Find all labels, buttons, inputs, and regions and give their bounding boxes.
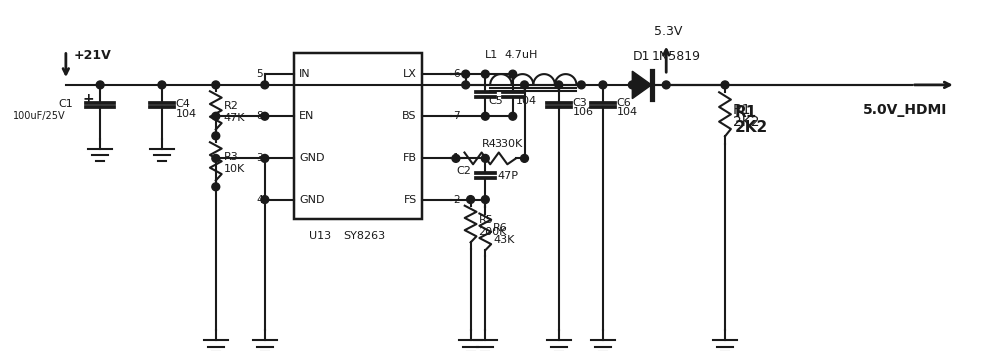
Circle shape <box>509 70 517 78</box>
Text: R2: R2 <box>224 102 239 111</box>
Circle shape <box>158 81 166 89</box>
Text: C3: C3 <box>573 98 587 108</box>
Text: GND: GND <box>299 153 325 163</box>
Text: 2K2: 2K2 <box>733 115 759 129</box>
Circle shape <box>96 81 104 89</box>
Circle shape <box>261 154 269 162</box>
Text: 7: 7 <box>453 111 460 121</box>
Text: BS: BS <box>402 111 417 121</box>
Text: 106: 106 <box>573 107 594 118</box>
Text: R5: R5 <box>478 215 493 225</box>
Text: 5: 5 <box>256 69 263 79</box>
Text: 1N5819: 1N5819 <box>652 50 701 63</box>
Text: LX: LX <box>403 69 417 79</box>
Text: 1: 1 <box>453 153 460 163</box>
Text: 47P: 47P <box>497 171 518 181</box>
Circle shape <box>481 196 489 203</box>
Text: 5.0V_HDMI: 5.0V_HDMI <box>863 103 947 116</box>
Text: R1: R1 <box>733 103 751 118</box>
Polygon shape <box>632 71 652 99</box>
Circle shape <box>467 196 475 203</box>
Text: 4: 4 <box>256 195 263 204</box>
Circle shape <box>462 81 470 89</box>
Text: C5: C5 <box>488 95 503 106</box>
Text: 5.3V: 5.3V <box>654 25 682 38</box>
Circle shape <box>521 154 528 162</box>
Text: 2K2: 2K2 <box>735 120 768 135</box>
Text: 2: 2 <box>453 195 460 204</box>
Text: C1: C1 <box>58 99 73 109</box>
Text: 4.7uH: 4.7uH <box>505 50 538 60</box>
Circle shape <box>212 154 220 162</box>
Text: 47K: 47K <box>224 113 245 123</box>
Text: 104: 104 <box>516 95 537 106</box>
Circle shape <box>721 81 729 89</box>
Text: R1: R1 <box>735 105 757 120</box>
Text: GND: GND <box>299 195 325 204</box>
Text: SY8263: SY8263 <box>343 231 385 241</box>
Circle shape <box>555 81 563 89</box>
Circle shape <box>212 81 220 89</box>
Circle shape <box>481 112 489 120</box>
Text: 100uF/25V: 100uF/25V <box>13 111 66 121</box>
Text: 200K: 200K <box>478 227 507 237</box>
Text: +21V: +21V <box>74 49 111 62</box>
Text: 104: 104 <box>176 109 197 119</box>
Circle shape <box>462 70 470 78</box>
Bar <box>294 53 422 219</box>
Circle shape <box>452 154 460 162</box>
Text: R6: R6 <box>493 223 508 233</box>
Text: U13: U13 <box>309 231 331 241</box>
Text: 43K: 43K <box>493 235 515 245</box>
Circle shape <box>261 112 269 120</box>
Text: +: + <box>83 92 94 105</box>
Circle shape <box>212 132 220 140</box>
Circle shape <box>509 112 517 120</box>
Text: 3: 3 <box>256 153 263 163</box>
Text: EN: EN <box>299 111 314 121</box>
Circle shape <box>212 183 220 191</box>
Circle shape <box>599 81 607 89</box>
Circle shape <box>261 196 269 203</box>
Text: 8: 8 <box>256 111 263 121</box>
Text: R4: R4 <box>482 138 497 149</box>
Text: FS: FS <box>403 195 417 204</box>
Circle shape <box>212 112 220 120</box>
Circle shape <box>662 81 670 89</box>
Circle shape <box>481 154 489 162</box>
Text: IN: IN <box>299 69 311 79</box>
Circle shape <box>521 81 528 89</box>
Circle shape <box>628 81 636 89</box>
Text: C2: C2 <box>457 166 472 176</box>
Text: FB: FB <box>403 153 417 163</box>
Text: L1: L1 <box>485 50 499 60</box>
Text: C6: C6 <box>617 98 631 108</box>
Text: 104: 104 <box>617 107 638 118</box>
Text: 330K: 330K <box>494 138 522 149</box>
Circle shape <box>481 70 489 78</box>
Circle shape <box>577 81 585 89</box>
Text: R3: R3 <box>224 152 238 162</box>
Circle shape <box>261 81 269 89</box>
Text: D1: D1 <box>633 50 651 63</box>
Text: 10K: 10K <box>224 164 245 174</box>
Text: 6: 6 <box>453 69 460 79</box>
Text: C4: C4 <box>176 99 190 109</box>
